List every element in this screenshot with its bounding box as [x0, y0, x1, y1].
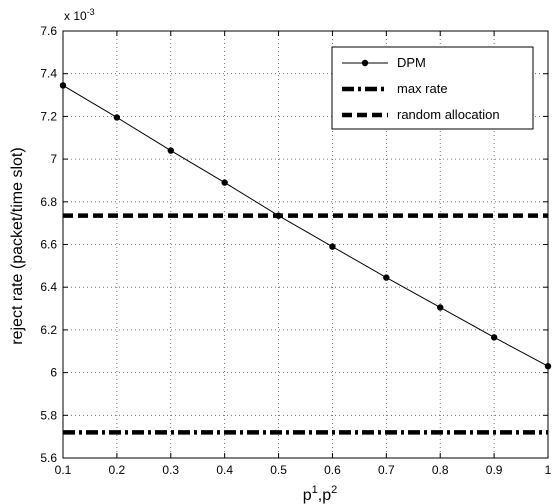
x-label-sup1: 1 [312, 484, 318, 496]
y-axis-label: reject rate (packet/time slot) [9, 147, 26, 344]
x-tick-label: 1 [545, 463, 552, 477]
series-layer [59, 82, 552, 435]
x-tick-label: 0.8 [432, 463, 449, 477]
y-exponent-base: x 10 [64, 9, 87, 23]
data-point-dpm [113, 114, 121, 121]
y-tick-label: 6.6 [40, 238, 57, 252]
y-tick-label: 7 [50, 152, 57, 166]
legend-marker-dpm [361, 59, 369, 67]
data-point-dpm [329, 243, 336, 250]
x-tick-label: 0.3 [162, 463, 179, 477]
x-tick-label: 0.7 [378, 463, 395, 477]
x-tick-label: 0.2 [109, 463, 126, 477]
x-label-p2: p [322, 487, 331, 504]
y-tick-label: 5.8 [40, 408, 57, 422]
ticks: 0.1 0.2 0.3 0.4 0.5 0.6 0.7 0.8 0.9 1 5.6 5.8 6 6.2 6.… [40, 24, 551, 477]
y-tick-label: 6 [50, 366, 57, 380]
y-tick-label: 7.4 [40, 67, 57, 81]
legend-label-dpm: DPM [397, 55, 426, 70]
x-label-p1: p [303, 487, 312, 504]
data-point-dpm [167, 147, 174, 154]
x-tick-label: 0.4 [216, 463, 233, 477]
x-axis-label: p1,p2 [303, 484, 338, 504]
data-point-dpm [437, 304, 444, 311]
x-tick-label: 0.1 [55, 463, 72, 477]
legend-label-random: random allocation [397, 107, 500, 122]
y-exponent-label: x 10-3 [64, 7, 95, 23]
y-tick-label: 6.2 [40, 323, 57, 337]
y-tick-label: 6.4 [40, 280, 57, 294]
y-tick-label: 5.6 [40, 451, 57, 465]
legend: DPM max rate random allocation [331, 46, 534, 130]
data-point-dpm [383, 274, 390, 281]
x-tick-label: 0.5 [270, 463, 287, 477]
y-tick-label: 7.2 [40, 109, 57, 123]
data-point-dpm [221, 179, 228, 186]
x-tick-label: 0.6 [324, 463, 341, 477]
y-exponent-power: -3 [87, 7, 95, 17]
x-tick-label: 0.9 [486, 463, 503, 477]
data-point-dpm [490, 334, 498, 341]
y-tick-label: 7.6 [40, 24, 57, 38]
x-label-sup2: 2 [331, 484, 337, 496]
legend-label-max-rate: max rate [397, 81, 448, 96]
y-tick-label: 6.8 [40, 195, 57, 209]
series-line-dpm [62, 85, 549, 367]
